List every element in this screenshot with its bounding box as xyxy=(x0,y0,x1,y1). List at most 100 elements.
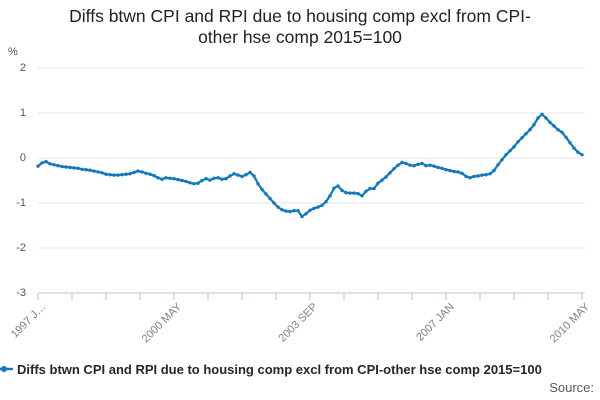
data-point xyxy=(116,173,120,177)
data-point xyxy=(112,173,116,177)
data-point xyxy=(264,192,268,196)
data-point xyxy=(160,177,164,181)
data-point xyxy=(248,170,252,175)
data-point xyxy=(464,174,468,179)
data-point xyxy=(340,188,344,193)
data-point xyxy=(148,172,152,176)
data-point xyxy=(208,178,212,182)
data-point xyxy=(400,160,404,165)
data-point xyxy=(500,158,504,162)
data-point xyxy=(520,136,524,140)
y-tick-label: -1 xyxy=(16,197,26,209)
y-tick-label: -2 xyxy=(16,242,26,254)
data-point xyxy=(136,169,140,173)
data-point xyxy=(232,172,236,176)
data-point xyxy=(44,159,48,164)
data-point xyxy=(128,172,132,176)
data-point xyxy=(236,173,240,177)
data-point xyxy=(280,208,284,212)
data-point xyxy=(252,174,256,178)
data-point xyxy=(576,150,580,154)
data-point xyxy=(296,209,300,213)
data-point xyxy=(372,186,376,191)
data-point xyxy=(260,187,264,192)
data-point xyxy=(504,153,508,157)
data-point xyxy=(456,170,460,174)
data-point xyxy=(308,208,312,212)
data-point xyxy=(108,173,112,177)
data-point xyxy=(424,164,428,168)
data-point xyxy=(180,178,184,183)
data-point xyxy=(432,164,436,168)
y-tick-label: 2 xyxy=(19,62,26,74)
data-point xyxy=(540,112,544,117)
data-line xyxy=(36,113,584,218)
data-point xyxy=(164,176,168,180)
data-point xyxy=(288,209,292,214)
data-point xyxy=(92,169,96,173)
data-point xyxy=(200,178,204,183)
data-point xyxy=(408,163,412,167)
data-point xyxy=(548,120,552,125)
chart-title-line2: other hse comp 2015=100 xyxy=(198,27,402,47)
data-point xyxy=(356,191,360,196)
legend-series-label: Diffs btwn CPI and RPI due to housing co… xyxy=(17,361,542,377)
data-point xyxy=(560,130,564,134)
data-point xyxy=(348,191,352,195)
data-point xyxy=(344,191,348,195)
data-point xyxy=(312,206,316,211)
data-point xyxy=(72,166,76,170)
data-point xyxy=(272,201,276,205)
data-point xyxy=(544,116,548,120)
source-label: Source: xyxy=(549,380,594,395)
data-point xyxy=(360,194,364,198)
data-point xyxy=(496,163,500,167)
legend: Diffs btwn CPI and RPI due to housing co… xyxy=(0,360,600,378)
data-point xyxy=(76,166,80,170)
data-point xyxy=(352,191,356,195)
data-point xyxy=(460,171,464,175)
data-point xyxy=(316,205,320,209)
data-point xyxy=(304,212,308,216)
data-point xyxy=(300,214,304,219)
data-point xyxy=(492,168,496,173)
data-point xyxy=(40,161,44,165)
data-point xyxy=(416,162,420,166)
data-point xyxy=(216,176,220,180)
data-point xyxy=(88,168,92,172)
chart-title-line1: Diffs btwn CPI and RPI due to housing co… xyxy=(69,6,531,26)
data-point xyxy=(476,174,480,178)
data-point xyxy=(176,177,180,182)
data-point xyxy=(244,173,248,177)
data-point xyxy=(204,177,208,181)
data-point xyxy=(580,153,584,157)
data-point xyxy=(336,184,340,188)
data-point xyxy=(220,177,224,181)
data-point xyxy=(96,170,100,174)
data-point xyxy=(368,186,372,191)
y-tick-label: -3 xyxy=(16,287,26,299)
data-point xyxy=(452,169,456,174)
data-point xyxy=(552,124,556,128)
data-point xyxy=(516,140,520,144)
data-point xyxy=(364,189,368,193)
data-point xyxy=(532,123,536,127)
data-point xyxy=(80,167,84,171)
data-point xyxy=(132,170,136,175)
data-point xyxy=(508,149,512,153)
legend-line-marker-icon xyxy=(0,366,13,372)
data-point xyxy=(60,164,64,169)
data-point xyxy=(84,168,88,172)
data-point xyxy=(484,173,488,177)
data-point xyxy=(380,178,384,182)
data-point xyxy=(292,209,296,213)
data-point xyxy=(228,174,232,178)
data-point xyxy=(64,165,68,169)
data-point xyxy=(564,135,568,139)
y-axis-unit-label: % xyxy=(8,46,18,58)
data-point xyxy=(436,165,440,170)
data-point xyxy=(536,116,540,120)
data-point xyxy=(152,173,156,178)
data-point xyxy=(440,166,444,170)
data-point xyxy=(156,176,160,180)
